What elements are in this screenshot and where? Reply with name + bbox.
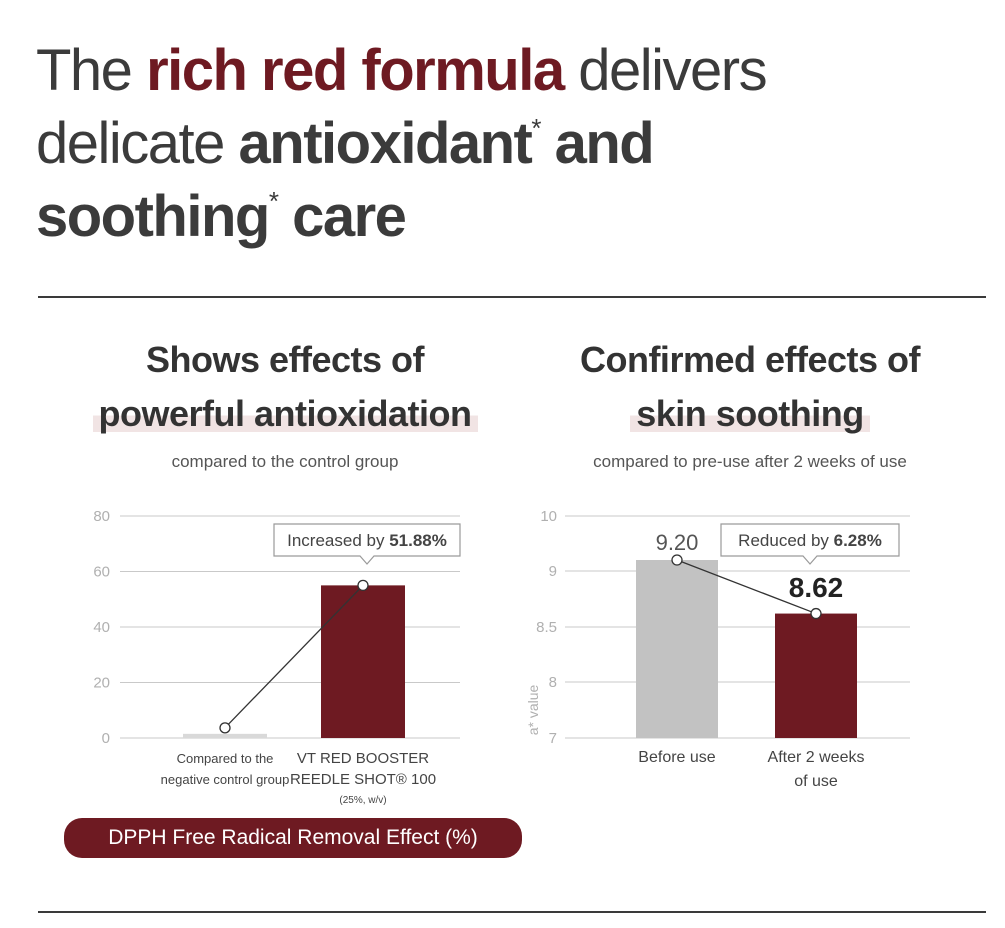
reduction-callout-box [720, 523, 900, 565]
headline-line-1: The rich red formula delivers [36, 34, 976, 107]
bar [183, 733, 267, 738]
increase-callout-value: 51.88% [389, 531, 447, 550]
headline-bold: and [540, 111, 655, 176]
headline-asterisk: * [268, 186, 279, 216]
y-tick-label: 10 [540, 508, 557, 525]
x-category-label: REEDLE SHOT® 100 [290, 771, 436, 788]
trend-line [224, 584, 364, 729]
x-category-label: negative control group [161, 772, 290, 787]
trend-point [219, 722, 231, 734]
y-tick-label: 7 [549, 730, 557, 747]
data-label-after: 8.62 [789, 572, 844, 603]
y-tick-label: 60 [93, 564, 110, 581]
antioxidation-bar-chart: 80 60 40 20 0 Increased by 51.88% Compared to … [93, 508, 461, 806]
headline-text: delivers [563, 38, 767, 103]
bottom-divider [38, 911, 986, 913]
y-tick-label: 8 [549, 674, 557, 691]
x-category-label: VT RED BOOSTER [297, 750, 429, 767]
trend-point [671, 554, 683, 566]
bar [321, 585, 405, 738]
headline: The rich red formula delivers delicate a… [36, 34, 976, 253]
increase-callout-box [273, 523, 461, 565]
x-category-label: Before use [638, 749, 715, 766]
left-title-line-2: powerful antioxidation [40, 387, 530, 441]
trend-point [810, 607, 822, 620]
increase-callout-prefix: Increased by [287, 531, 389, 550]
right-panel-title: Confirmed effects of skin soothing [500, 333, 1000, 441]
reduction-callout-value: 6.28% [834, 531, 882, 550]
headline-text: The [36, 38, 147, 103]
left-panel-title: Shows effects of powerful antioxidation [40, 333, 530, 441]
headline-bold: care [277, 184, 407, 249]
headline-bold: antioxidant [238, 111, 533, 176]
reduction-callout-prefix: Reduced by [738, 531, 833, 550]
trend-point [357, 579, 369, 592]
bar [636, 560, 718, 738]
left-title-highlight: powerful antioxidation [92, 393, 478, 434]
headline-bold: soothing [36, 184, 270, 249]
increase-callout-text: Increased by 51.88% [287, 531, 447, 550]
y-axis-label: a* value [525, 684, 541, 735]
headline-asterisk: * [531, 113, 541, 143]
increase-callout: Increased by 51.88% [273, 523, 461, 565]
right-title-highlight: skin soothing [630, 393, 870, 434]
soothing-bar-chart: 10 9 8.5 8 7 a* value 9.20 8.62 Reduced by 6.28%… [525, 508, 910, 790]
y-tick-label: 40 [93, 619, 110, 636]
trend-line [676, 559, 817, 615]
headline-line-2: delicate antioxidant* and [36, 107, 976, 180]
left-title-line-1: Shows effects of [145, 339, 425, 380]
right-title-line-1: Confirmed effects of [579, 339, 921, 380]
data-label-before: 9.20 [656, 530, 699, 555]
y-tick-label: 0 [102, 730, 110, 747]
y-tick-label: 80 [93, 508, 110, 525]
x-category-label: Compared to the [177, 751, 274, 766]
left-panel-subtitle: compared to the control group [171, 452, 399, 471]
dpph-effect-badge: DPPH Free Radical Removal Effect (%) [64, 818, 522, 858]
bar [775, 613, 857, 738]
y-tick-label: 9 [549, 563, 557, 580]
reduction-callout-text: Reduced by 6.28% [738, 531, 882, 550]
top-divider [38, 296, 986, 298]
x-category-label: After 2 weeks [768, 749, 865, 766]
x-category-label: (25%, w/v) [339, 795, 386, 806]
x-category-label: of use [794, 773, 838, 790]
headline-line-3: soothing* care [36, 180, 976, 253]
right-panel-subtitle: compared to pre-use after 2 weeks of use [593, 452, 907, 471]
headline-highlight: rich red formula [146, 38, 565, 103]
y-tick-label: 20 [93, 675, 110, 692]
right-title-line-2: skin soothing [500, 387, 1000, 441]
y-tick-label: 8.5 [536, 619, 557, 636]
headline-text: delicate [36, 111, 239, 176]
reduction-callout: Reduced by 6.28% [720, 523, 900, 565]
